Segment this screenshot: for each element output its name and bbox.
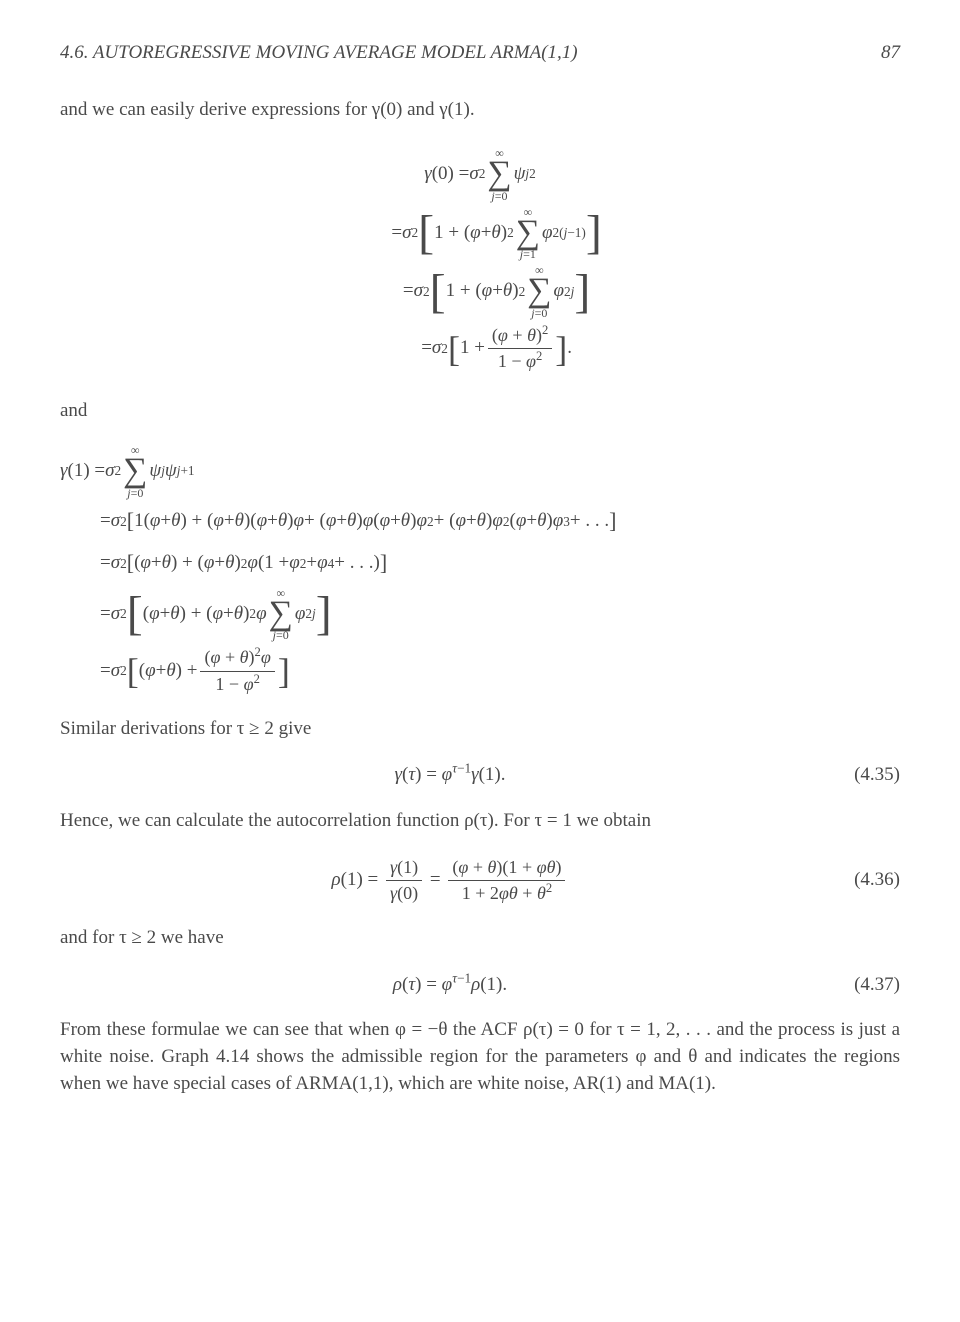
and-text: and bbox=[60, 398, 900, 425]
eq-number: (4.35) bbox=[840, 762, 900, 789]
eq-number: (4.36) bbox=[840, 867, 900, 894]
eq-number: (4.37) bbox=[840, 972, 900, 999]
page-number: 87 bbox=[881, 40, 900, 67]
intro-text: and we can easily derive expressions for… bbox=[60, 97, 900, 124]
eq-4-37: ρ(τ) = φτ−1ρ(1). (4.37) bbox=[60, 972, 900, 999]
section-label: 4.6. AUTOREGRESSIVE MOVING AVERAGE MODEL… bbox=[60, 40, 578, 67]
similar-text: Similar derivations for τ ≥ 2 give bbox=[60, 716, 900, 743]
hence-text: Hence, we can calculate the autocorrelat… bbox=[60, 808, 900, 835]
eq-4-35: γ(τ) = φτ−1γ(1). (4.35) bbox=[60, 762, 900, 789]
gamma-one-derivation: γ(1) = σ2 ∞∑j=0 ψjψj+1 = σ2 [1(φ + θ) + … bbox=[60, 444, 900, 697]
eq-4-36: ρ(1) = γ(1) γ(0) = (φ + θ)(1 + φθ) 1 + 2… bbox=[60, 855, 900, 907]
conclusion-text: From these formulae we can see that when… bbox=[60, 1017, 900, 1097]
gamma-zero-derivation: γ(0) = σ2 ∞∑j=0 ψj2 = σ2 [1 + (φ + θ)2 ∞… bbox=[60, 143, 900, 378]
page-header: 4.6. AUTOREGRESSIVE MOVING AVERAGE MODEL… bbox=[60, 40, 900, 67]
andfor-text: and for τ ≥ 2 we have bbox=[60, 925, 900, 952]
